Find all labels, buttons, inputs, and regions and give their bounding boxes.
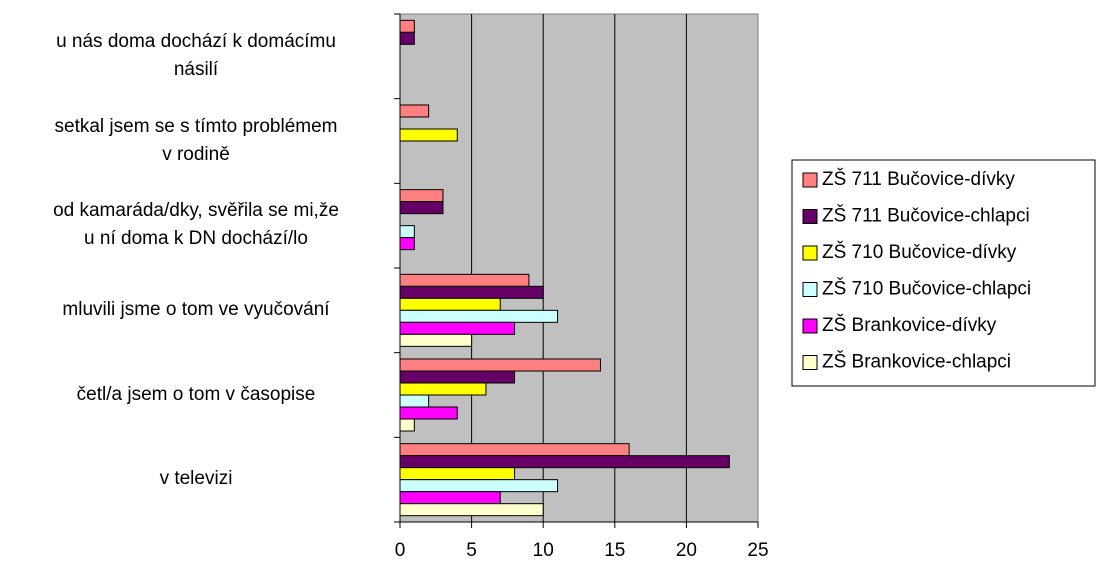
x-tick-label: 15	[604, 540, 625, 561]
bar	[399, 394, 430, 408]
legend	[791, 159, 1096, 387]
legend-swatch	[802, 318, 818, 334]
bar	[399, 237, 415, 251]
bar	[399, 333, 473, 347]
x-tick-label: 25	[747, 540, 768, 561]
bar	[399, 503, 544, 517]
x-tick-label: 10	[533, 540, 554, 561]
bar	[399, 467, 516, 481]
legend-label: ZŠ Brankovice-dívky	[822, 314, 997, 336]
bar	[399, 104, 430, 118]
legend-swatch	[802, 355, 818, 370]
bar	[399, 443, 630, 457]
bar	[399, 225, 415, 239]
bar	[399, 19, 415, 33]
bar	[399, 491, 501, 505]
bar	[399, 358, 601, 372]
bar	[399, 321, 516, 335]
bar	[399, 406, 458, 420]
x-tick-label: 20	[676, 540, 697, 561]
bar	[399, 273, 530, 287]
legend-label: ZŠ Brankovice-chlapci	[822, 351, 1011, 373]
legend-swatch	[802, 245, 818, 261]
bar	[399, 189, 444, 203]
bar	[399, 309, 559, 323]
category-label-box: u nás doma dochází k domácímu násilí	[56, 31, 336, 80]
bar	[399, 370, 516, 384]
x-tick-label: 5	[466, 540, 477, 561]
bar	[399, 201, 444, 215]
plot-area	[399, 13, 759, 523]
y-tick-label: od kamaráda/dky, svěřila se mi,že u ní d…	[53, 200, 339, 250]
y-tick-label: četl/a jsem o tom v časopise	[76, 383, 316, 405]
legend-swatch	[802, 209, 818, 224]
legend-swatch	[802, 282, 818, 297]
y-tick-label: u nás doma dochází k domácímu násilí	[56, 31, 336, 80]
legend-label: ZŠ 711 Bučovice-chlapci	[822, 205, 1030, 227]
category-label-box: četl/a jsem o tom v časopise	[76, 383, 316, 405]
category-label-box: v televizi	[159, 468, 233, 490]
bar	[399, 479, 559, 493]
legend-label: ZŠ 710 Bučovice-chlapci	[822, 278, 1031, 300]
legend-swatch	[802, 172, 818, 188]
category-label-box: od kamaráda/dky, svěřila se mi,že u ní d…	[53, 200, 339, 250]
bar	[399, 285, 544, 299]
y-tick-label: v televizi	[159, 468, 233, 490]
bar	[399, 31, 415, 45]
bar	[399, 418, 415, 432]
bar	[399, 455, 730, 469]
legend-label: ZŠ 711 Bučovice-dívky	[822, 168, 1015, 190]
category-label-box: setkal jsem se s tímto problémem v rodin…	[54, 115, 338, 165]
bar	[399, 297, 501, 311]
y-tick-label: mluvili jsme o tom ve vyučování	[62, 299, 330, 320]
x-tick-label: 0	[395, 540, 406, 561]
category-label-box: mluvili jsme o tom ve vyučování	[62, 299, 330, 320]
bar	[399, 128, 458, 142]
legend-label: ZŠ 710 Bučovice-dívky	[822, 241, 1017, 263]
bar	[399, 382, 487, 396]
y-tick-label: setkal jsem se s tímto problémem v rodin…	[54, 115, 338, 165]
